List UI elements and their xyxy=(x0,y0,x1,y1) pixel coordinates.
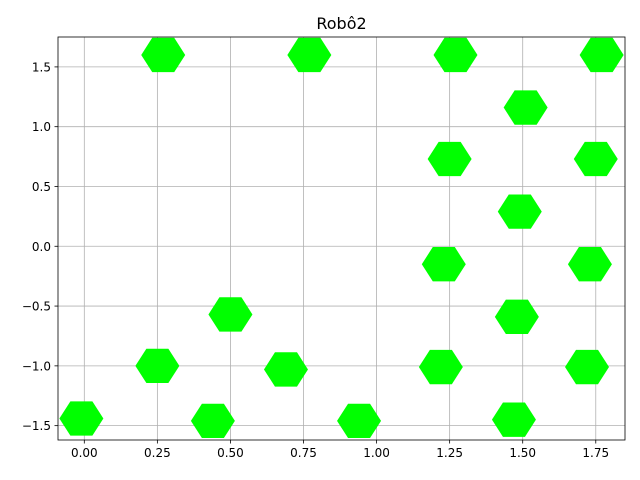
x-tick-label: 0.75 xyxy=(290,446,317,460)
y-tick-label: −1.5 xyxy=(22,419,51,433)
x-tick-label: 1.75 xyxy=(582,446,609,460)
hexagon-point xyxy=(141,37,186,73)
x-tick-label: 1.50 xyxy=(509,446,536,460)
hexagon-point xyxy=(287,37,332,73)
x-tick-label: 1.00 xyxy=(363,446,390,460)
hexagon-point xyxy=(190,403,235,439)
hexagon-point xyxy=(567,247,612,282)
hexagon-point xyxy=(263,352,308,387)
hexagon-point xyxy=(135,348,180,383)
hexagon-point xyxy=(579,37,624,73)
hexagon-point xyxy=(497,194,542,229)
x-tick-label: 1.25 xyxy=(436,446,463,460)
y-tick-label: 1.0 xyxy=(32,120,51,134)
y-tick-label: −1.0 xyxy=(22,359,51,373)
hexagon-point xyxy=(208,297,253,332)
hexagon-point xyxy=(421,247,466,282)
hexagon-point xyxy=(418,349,463,385)
hexagon-point xyxy=(565,349,610,385)
hexagon-point xyxy=(59,401,104,436)
hexagon-point xyxy=(491,402,536,437)
hexagon-point xyxy=(433,37,478,73)
data-points xyxy=(59,37,624,439)
hexagon-point xyxy=(427,141,472,177)
hexagon-point xyxy=(573,141,618,177)
hexagon-point xyxy=(337,403,382,439)
hexagon-point xyxy=(494,299,539,334)
y-tick-label: 0.0 xyxy=(32,240,51,254)
chart-title: Robô2 xyxy=(316,14,366,33)
x-tick-label: 0.50 xyxy=(217,446,244,460)
axes: 0.00 0.25 0.50 0.75 1.00 1.25 1.50 1.75 −1.5 −1.0… xyxy=(22,60,609,460)
plot-frame xyxy=(57,36,626,441)
x-tick-label: 0.25 xyxy=(144,446,171,460)
x-tick-label: 0.00 xyxy=(71,446,98,460)
hexagon-point xyxy=(503,90,548,125)
y-tick-label: 1.5 xyxy=(32,60,51,74)
y-tick-label: 0.5 xyxy=(32,180,51,194)
y-tick-label: −0.5 xyxy=(22,300,51,314)
